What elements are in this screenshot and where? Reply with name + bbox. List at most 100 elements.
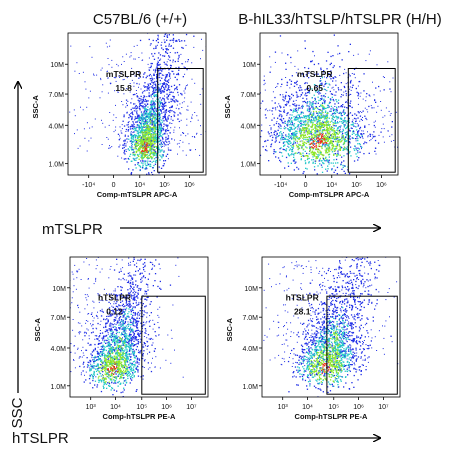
event-dot	[296, 104, 298, 106]
event-dot	[285, 68, 287, 70]
event-dot	[113, 8, 114, 9]
event-dot	[349, 93, 351, 95]
event-dot	[137, 137, 139, 139]
event-dot	[352, 137, 354, 139]
event-dot	[327, 140, 329, 142]
event-dot	[322, 106, 324, 108]
event-dot	[177, 91, 179, 94]
event-dot	[159, 89, 161, 91]
event-dot	[167, 116, 169, 118]
event-dot	[232, 144, 233, 145]
event-dot	[333, 130, 335, 132]
event-dot	[350, 155, 352, 157]
event-dot	[327, 133, 329, 135]
event-dot	[228, 84, 229, 85]
event-dot	[99, 294, 101, 296]
event-dot	[156, 98, 158, 100]
event-dot	[330, 141, 332, 143]
event-dot	[143, 95, 146, 98]
event-dot	[176, 143, 178, 145]
event-dot	[177, 114, 179, 116]
event-dot	[146, 138, 149, 140]
event-dot	[292, 145, 295, 147]
event-dot	[166, 129, 169, 132]
event-dot	[146, 149, 148, 151]
event-dot	[335, 91, 337, 93]
event-dot	[359, 128, 361, 130]
event-dot	[149, 141, 152, 144]
event-dot	[366, 109, 368, 111]
event-dot	[160, 122, 162, 124]
event-dot	[187, 17, 188, 18]
event-dot	[134, 116, 136, 118]
event-dot	[268, 133, 270, 135]
event-dot	[173, 100, 175, 102]
event-dot	[78, 247, 79, 248]
event-dot	[294, 104, 296, 107]
event-dot	[144, 138, 146, 140]
event-dot	[96, 328, 98, 330]
event-dot	[141, 280, 143, 282]
event-dot	[292, 133, 294, 135]
event-dot	[144, 163, 146, 165]
event-dot	[127, 126, 130, 128]
event-dot	[336, 122, 338, 124]
event-dot	[133, 158, 135, 160]
event-dot	[293, 169, 295, 171]
event-dot	[327, 145, 329, 147]
event-dot	[287, 143, 290, 145]
event-dot	[349, 105, 351, 107]
event-dot	[325, 82, 327, 84]
event-dot	[325, 117, 327, 119]
event-dot	[284, 96, 286, 98]
event-dot	[325, 133, 327, 136]
event-dot	[326, 134, 328, 136]
event-dot	[346, 153, 348, 155]
event-dot	[330, 62, 332, 64]
event-dot	[86, 106, 88, 108]
event-dot	[87, 278, 89, 280]
event-dot	[339, 111, 341, 114]
event-dot	[275, 122, 278, 125]
event-dot	[169, 39, 171, 42]
event-dot	[317, 131, 319, 133]
event-dot	[165, 48, 167, 50]
event-dot	[102, 349, 104, 350]
event-dot	[305, 138, 307, 141]
event-dot	[325, 60, 328, 62]
event-dot	[140, 117, 142, 119]
event-dot	[149, 123, 151, 125]
event-dot	[351, 121, 353, 123]
event-dot	[126, 112, 128, 114]
event-dot	[279, 132, 281, 134]
event-dot	[331, 140, 333, 142]
event-dot	[144, 147, 146, 149]
event-dot	[275, 130, 277, 132]
event-dot	[167, 334, 169, 336]
event-dot	[366, 119, 368, 121]
event-dot	[342, 138, 344, 140]
event-dot	[165, 140, 167, 142]
event-dot	[167, 87, 169, 89]
event-dot	[276, 133, 278, 136]
event-dot	[142, 144, 144, 146]
event-dot	[346, 101, 347, 103]
event-dot	[357, 103, 359, 105]
event-dot	[313, 147, 315, 149]
event-dot	[288, 133, 290, 135]
event-dot	[163, 145, 165, 147]
event-dot	[140, 155, 142, 157]
event-dot	[123, 61, 125, 62]
event-dot	[154, 137, 157, 139]
event-dot	[145, 126, 147, 128]
event-dot	[375, 120, 376, 122]
event-dot	[81, 209, 82, 210]
event-dot	[156, 133, 158, 135]
event-dot	[161, 1, 162, 2]
event-dot	[83, 128, 85, 130]
event-dot	[155, 247, 156, 248]
event-dot	[145, 105, 147, 107]
event-dot	[289, 142, 292, 144]
event-dot	[172, 70, 174, 73]
event-dot	[227, 135, 228, 136]
